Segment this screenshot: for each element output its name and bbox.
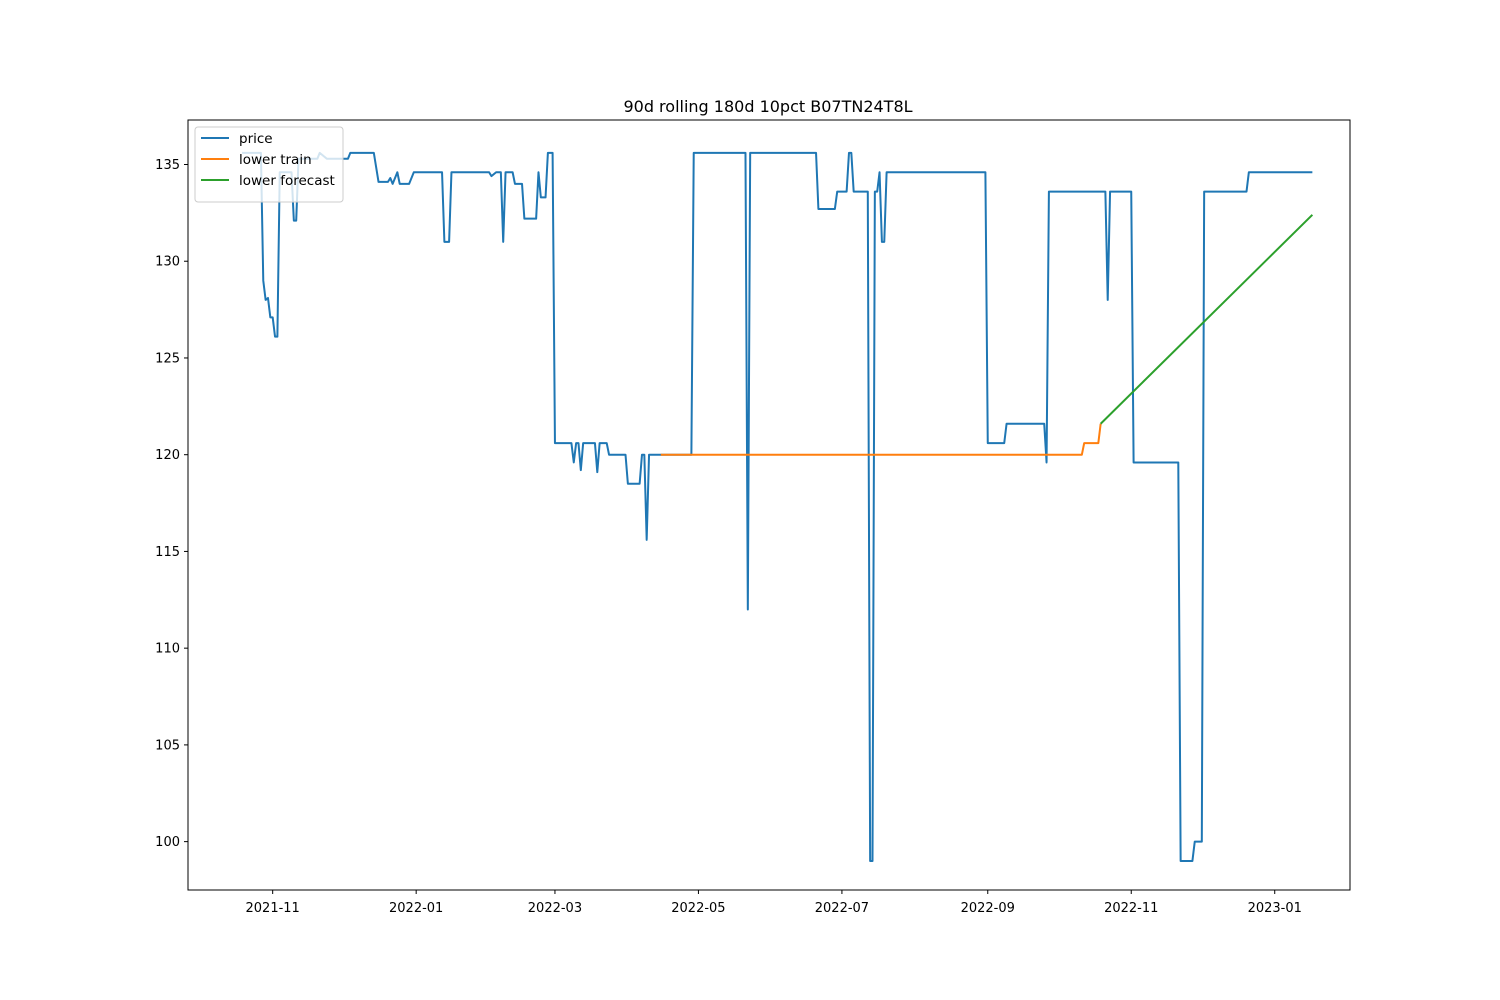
plot-area xyxy=(188,120,1350,890)
x-tick-label: 2022-05 xyxy=(671,901,725,916)
x-tick-label: 2023-01 xyxy=(1248,901,1302,916)
y-tick-label: 120 xyxy=(155,448,180,463)
y-tick-label: 125 xyxy=(155,351,180,366)
y-tick-label: 105 xyxy=(155,738,180,753)
legend-label-lower-forecast: lower forecast xyxy=(239,173,335,189)
legend: price lower train lower forecast xyxy=(194,126,344,203)
legend-box xyxy=(194,126,344,203)
x-tick-label: 2022-03 xyxy=(528,901,582,916)
series-layer xyxy=(242,151,1314,862)
series-line-lower-train xyxy=(660,423,1102,456)
y-tick-label: 110 xyxy=(155,642,180,657)
y-tick-label: 135 xyxy=(155,158,180,173)
plot-background xyxy=(188,120,1350,890)
x-tick-label: 2022-07 xyxy=(815,901,869,916)
x-axis: 2021-11 2022-01 2022-03 2022-05 2022-07 2022-… xyxy=(246,890,1302,916)
y-axis: 100 105 110 115 120 125 130 135 xyxy=(155,158,188,850)
series-line-lower-forecast xyxy=(1099,214,1314,425)
x-tick-label: 2022-09 xyxy=(961,901,1015,916)
y-tick-label: 130 xyxy=(155,255,180,270)
x-tick-label: 2021-11 xyxy=(246,901,300,916)
chart-title: 90d rolling 180d 10pct B07TN24T8L xyxy=(623,97,912,116)
x-tick-label: 2022-01 xyxy=(389,901,443,916)
y-tick-label: 100 xyxy=(155,835,180,850)
series-line-price xyxy=(242,151,1313,862)
plot-frame xyxy=(187,119,1351,891)
legend-label-price: price xyxy=(239,131,273,147)
x-tick-label: 2022-11 xyxy=(1104,901,1158,916)
legend-label-lower-train: lower train xyxy=(239,152,312,168)
y-tick-label: 115 xyxy=(155,545,180,560)
